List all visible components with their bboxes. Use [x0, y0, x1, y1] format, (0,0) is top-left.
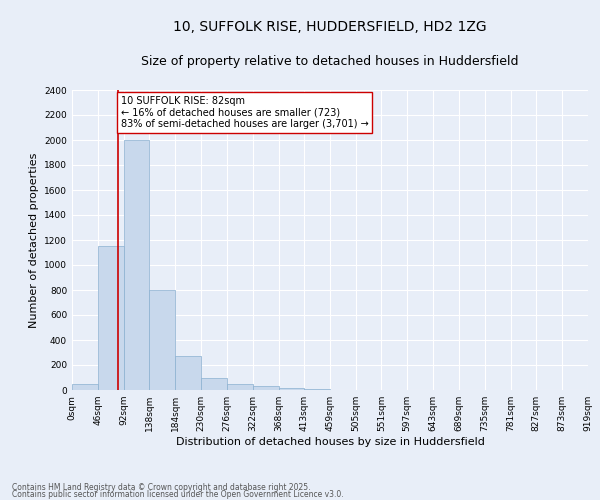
Bar: [98, 246, 124, 390]
Bar: [124, 140, 149, 390]
Bar: [149, 290, 175, 390]
Bar: [201, 378, 227, 390]
Text: Size of property relative to detached houses in Huddersfield: Size of property relative to detached ho…: [141, 55, 519, 68]
Y-axis label: Number of detached properties: Number of detached properties: [29, 152, 38, 328]
X-axis label: Distribution of detached houses by size in Huddersfield: Distribution of detached houses by size …: [176, 437, 484, 447]
Bar: [253, 386, 278, 390]
Bar: [227, 384, 253, 390]
Text: Contains HM Land Registry data © Crown copyright and database right 2025.: Contains HM Land Registry data © Crown c…: [12, 484, 311, 492]
Text: 10 SUFFOLK RISE: 82sqm
← 16% of detached houses are smaller (723)
83% of semi-de: 10 SUFFOLK RISE: 82sqm ← 16% of detached…: [121, 96, 368, 130]
Bar: [278, 388, 304, 390]
Bar: [175, 356, 201, 390]
Bar: [72, 384, 98, 390]
Text: Contains public sector information licensed under the Open Government Licence v3: Contains public sector information licen…: [12, 490, 344, 499]
Text: 10, SUFFOLK RISE, HUDDERSFIELD, HD2 1ZG: 10, SUFFOLK RISE, HUDDERSFIELD, HD2 1ZG: [173, 20, 487, 34]
